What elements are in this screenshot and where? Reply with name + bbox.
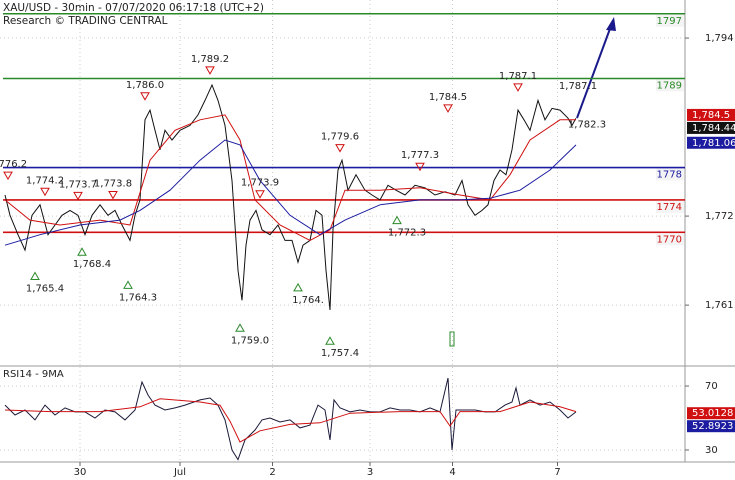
high-label: 1,776.2 [0, 159, 27, 170]
price-tag [687, 420, 735, 433]
x-tick-label: 2 [269, 467, 275, 478]
x-tick-label: 4 [449, 467, 455, 478]
low-marker [235, 323, 245, 332]
low-label: 1,765.4 [26, 284, 64, 295]
series-line [4, 114, 576, 241]
high-label: 1,779.6 [321, 132, 359, 143]
high-marker [335, 144, 345, 153]
level-label: 1774 [657, 202, 682, 213]
level-label-bg [656, 168, 684, 181]
high-marker [415, 162, 425, 172]
level-label: 1797 [657, 16, 682, 27]
high-label: 1,777.3 [401, 150, 439, 161]
price-tag-label: 53.0128 [692, 408, 733, 419]
price-tag-label: 52.8923 [692, 421, 733, 432]
high-label: 1,773.7 [59, 179, 97, 190]
high-label: 1,787.1 [499, 71, 537, 82]
forecast-arrow-head [606, 17, 616, 31]
series-line [4, 398, 577, 443]
low-label: 1,757.4 [321, 348, 359, 359]
high-marker [513, 83, 523, 92]
high-marker [255, 190, 265, 199]
level-label-bg [656, 14, 684, 27]
price-tag [687, 108, 735, 121]
level-label: 1770 [657, 234, 682, 245]
panel-title: RSI14 - 9MA [3, 369, 64, 380]
high-marker [205, 66, 215, 75]
high-label: 1,773.8 [94, 179, 132, 190]
level-annotation: 1,782.3 [568, 120, 606, 131]
level-label: 1789 [657, 81, 682, 92]
price-tag-label: 1,784.44 [692, 123, 735, 134]
high-marker [443, 104, 453, 113]
high-marker [40, 187, 50, 197]
y-tick-label: 1,794 [705, 33, 734, 44]
y-tick-label: 70 [705, 381, 718, 392]
price-tag-label: 1,784.5 [692, 110, 730, 121]
x-tick-label: 30 [74, 467, 87, 478]
level-annotation: 1,787.1 [559, 81, 597, 92]
x-tick-label: 3 [367, 467, 373, 478]
chart-title: XAU/USD - 30min - 07/07/2020 06:17:18 (U… [3, 2, 264, 14]
price-tag [687, 407, 735, 420]
low-label: 1,772.3 [388, 228, 426, 239]
level-label: 1778 [657, 170, 682, 181]
price-tag [687, 121, 735, 134]
low-marker [77, 247, 87, 256]
high-label: 1,786.0 [126, 80, 164, 91]
low-marker [325, 336, 335, 345]
y-tick-label: 30 [705, 445, 718, 456]
level-label-bg [656, 200, 684, 213]
high-label: 1,789.2 [191, 54, 229, 65]
high-marker [73, 191, 83, 201]
low-marker [123, 280, 133, 289]
chart-source: Research © TRADING CENTRAL [3, 15, 168, 27]
low-marker [392, 215, 402, 225]
low-label: 1,759.0 [231, 335, 269, 346]
low-marker [30, 271, 40, 281]
low-label: 1,764.3 [119, 292, 157, 303]
y-tick-label: 1,761 [705, 300, 734, 311]
high-marker [3, 171, 13, 181]
series-line [4, 83, 577, 311]
y-tick-label: 1,772 [705, 211, 734, 222]
x-tick-label: 7 [554, 467, 560, 478]
price-tag-label: 1,781.06 [692, 138, 735, 149]
high-label: 1,773.9 [241, 178, 279, 189]
level-label-bg [656, 233, 684, 246]
x-tick-label: Jul [173, 467, 186, 478]
low-marker [293, 282, 303, 292]
high-label: 1,784.5 [429, 92, 467, 103]
low-label: 1,764. [292, 295, 324, 306]
low-label: 1,768.4 [73, 259, 111, 270]
high-marker [140, 92, 150, 101]
series-line [4, 139, 577, 246]
price-tag [687, 136, 735, 149]
forecast-arrow [576, 25, 612, 119]
high-marker [108, 191, 118, 200]
high-label: 1,774.2 [26, 175, 64, 186]
level-label-bg [656, 79, 684, 92]
